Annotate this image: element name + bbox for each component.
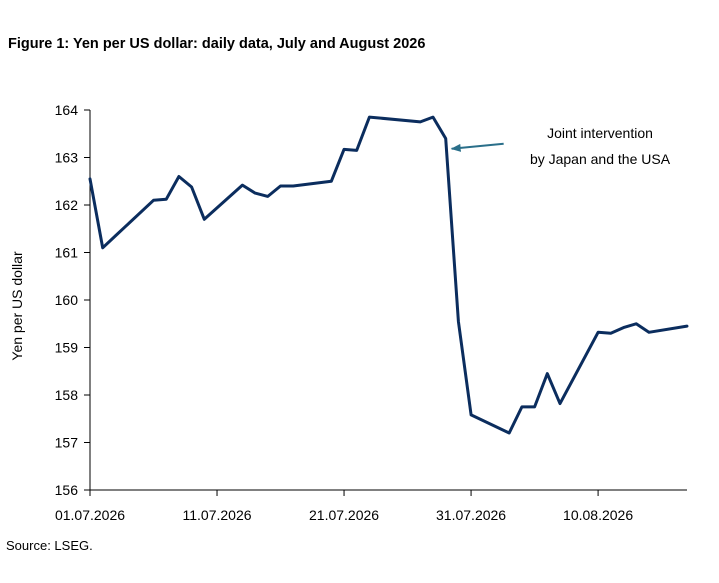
y-tick-label: 160 xyxy=(55,292,79,308)
chart-title: Figure 1: Yen per US dollar: daily data,… xyxy=(8,36,426,52)
y-tick-label: 161 xyxy=(55,245,79,261)
x-tick-label: 31.07.2026 xyxy=(436,507,506,523)
x-axis-ticks: 01.07.2026 11.07.2026 21.07.2026 31.07.2026… xyxy=(55,490,633,523)
y-tick-label: 157 xyxy=(55,435,79,451)
annotations: Joint intervention by Japan and the USA xyxy=(450,125,671,167)
x-tick-label: 01.07.2026 xyxy=(55,507,125,523)
yen-per-dollar-line xyxy=(88,115,689,435)
y-tick-label: 156 xyxy=(55,482,79,498)
annotation-text: by Japan and the USA xyxy=(530,151,671,167)
annotation-arrow xyxy=(450,142,504,152)
axes xyxy=(89,110,687,491)
annotation-text: Joint intervention xyxy=(547,125,653,141)
y-axis-label: Yen per US dollar xyxy=(9,251,25,361)
y-tick-label: 158 xyxy=(55,387,79,403)
y-tick-label: 163 xyxy=(55,150,79,166)
x-tick-label: 21.07.2026 xyxy=(309,507,379,523)
y-tick-label: 164 xyxy=(55,102,79,118)
y-axis-ticks: 156 157 158 159 160 161 162 163 164 xyxy=(55,102,90,498)
source-note: Source: LSEG. xyxy=(6,538,93,553)
y-tick-label: 159 xyxy=(55,340,79,356)
y-tick-label: 162 xyxy=(55,197,79,213)
x-tick-label: 11.07.2026 xyxy=(183,507,252,523)
x-tick-label: 10.08.2026 xyxy=(563,507,633,523)
